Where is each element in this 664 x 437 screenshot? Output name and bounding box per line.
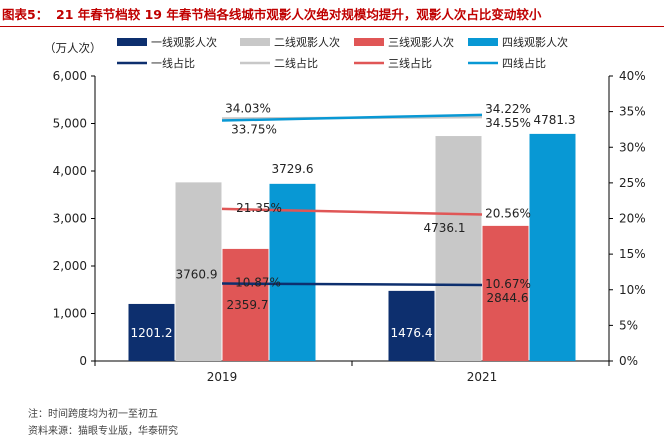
legend-label-line-4: 四线占比 <box>502 56 546 70</box>
y2-tick-label: 40% <box>619 69 646 83</box>
y2-tick-label: 5% <box>619 318 638 332</box>
ratio-value-label: 34.03% <box>225 102 271 116</box>
bar-value-label: 4736.1 <box>424 221 466 235</box>
ratio-lines <box>221 113 483 287</box>
bar-series-4-2019 <box>269 183 316 361</box>
ratio-line-1 <box>221 282 483 287</box>
bar-series-2-2021 <box>435 136 482 361</box>
figure-number: 图表5： <box>2 7 49 22</box>
chart-title: 21 年春节档较 19 年春节档各线城市观影人次绝对规模均提升，观影人次占比变动… <box>56 7 542 22</box>
bar-value-label: 3760.9 <box>176 267 218 281</box>
ratio-value-label: 10.87% <box>235 276 281 290</box>
y-tick-label: 0 <box>79 354 87 368</box>
y2-tick-label: 10% <box>619 283 646 297</box>
y-tick-label: 2,000 <box>53 259 87 273</box>
legend-label-line-2: 二线占比 <box>274 56 318 70</box>
y2-tick-label: 15% <box>619 247 646 261</box>
axes: 0 1,000 2,000 3,000 4,000 5,000 6,000 0% 5% 10% 15… <box>53 69 646 384</box>
legend-label-bar-4: 四线观影人次 <box>502 35 568 49</box>
y-tick-label: 6,000 <box>53 69 87 83</box>
footnote: 注：时间跨度均为初一至初五 <box>28 409 158 420</box>
ratio-value-label: 10.67% <box>485 277 531 291</box>
ratio-value-label: 33.75% <box>231 123 277 137</box>
y2-tick-label: 35% <box>619 105 646 119</box>
ratio-line-3 <box>221 207 483 216</box>
bars <box>128 133 576 361</box>
y2-tick-label: 25% <box>619 176 646 190</box>
y-tick-label: 1,000 <box>53 307 87 321</box>
bar-value-label: 4781.3 <box>534 113 576 127</box>
data-labels: 1201.2 1476.4 3760.9 4736.1 2359.7 2844.6 3729… <box>131 102 576 340</box>
y2-tick-label: 20% <box>619 212 646 226</box>
y2-tick-label: 30% <box>619 140 646 154</box>
legend-swatch-bar-1 <box>117 38 147 46</box>
ratio-line-4 <box>221 113 483 122</box>
legend-label-line-3: 三线占比 <box>388 56 432 70</box>
bar-series-1-2019 <box>128 303 175 361</box>
y2-tick-label: 0% <box>619 354 638 368</box>
bar-value-label: 2844.6 <box>487 291 529 305</box>
source-note: 资料来源：猫眼专业版，华泰研究 <box>28 426 178 437</box>
ratio-value-label: 34.22% <box>485 102 531 116</box>
title-bar: 图表5： 21 年春节档较 19 年春节档各线城市观影人次绝对规模均提升，观影人… <box>0 0 664 27</box>
legend-label-bar-2: 二线观影人次 <box>274 35 340 49</box>
bar-series-1-2021 <box>388 290 435 361</box>
legend-label-bar-3: 三线观影人次 <box>388 35 454 49</box>
bar-value-label: 3729.6 <box>272 162 314 176</box>
x-tick-label: 2019 <box>207 370 238 384</box>
y-axis-unit-label: （万人次） <box>44 41 102 55</box>
legend-label-bar-1: 一线观影人次 <box>151 35 217 49</box>
ratio-value-label: 34.55% <box>485 116 531 130</box>
legend-swatch-bar-4 <box>468 38 498 46</box>
y-tick-label: 5,000 <box>53 117 87 131</box>
y-tick-label: 3,000 <box>53 212 87 226</box>
bar-series-4-2021 <box>529 133 576 361</box>
ratio-value-label: 20.56% <box>485 207 531 221</box>
x-tick-label: 2021 <box>467 370 498 384</box>
legend-swatch-bar-2 <box>240 38 270 46</box>
legend-label-line-1: 一线占比 <box>151 56 195 70</box>
bar-series-3-2019 <box>222 248 269 361</box>
y-tick-label: 4,000 <box>53 164 87 178</box>
bar-value-label: 1476.4 <box>391 326 433 340</box>
bar-value-label: 1201.2 <box>131 326 173 340</box>
bar-series-2-2019 <box>175 182 222 361</box>
legend-swatch-bar-3 <box>354 38 384 46</box>
bar-value-label: 2359.7 <box>227 298 269 312</box>
bar-series-3-2021 <box>482 225 529 361</box>
ratio-value-label: 21.35% <box>236 201 282 215</box>
